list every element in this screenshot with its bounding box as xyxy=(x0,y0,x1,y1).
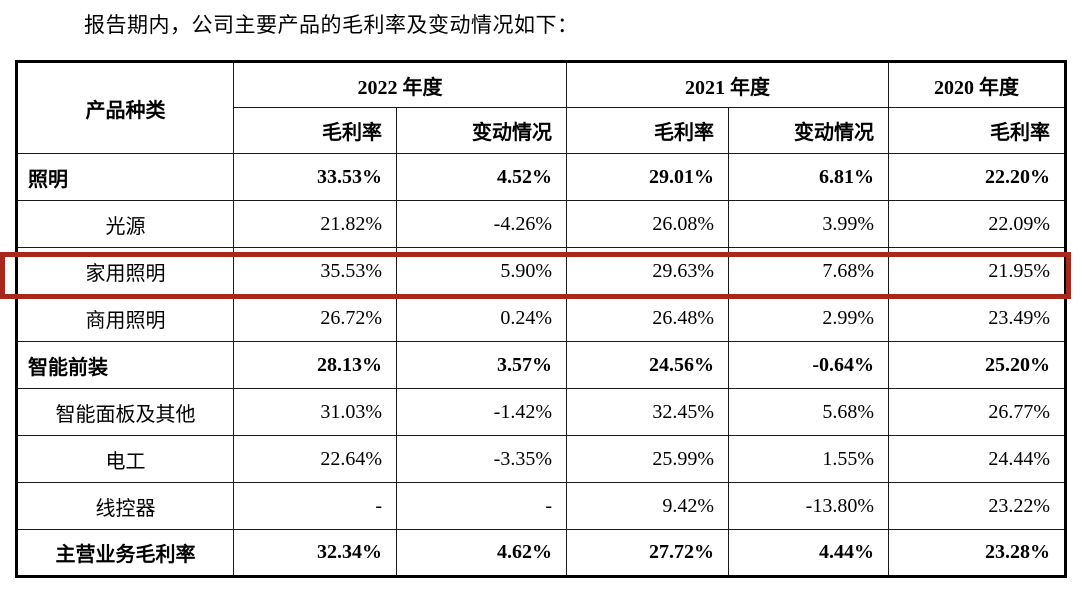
row-value: 24.56% xyxy=(566,341,729,389)
row-value: 21.95% xyxy=(888,247,1066,295)
row-value: -13.80% xyxy=(728,482,889,530)
row-label: 智能面板及其他 xyxy=(16,388,234,436)
row-value: 25.20% xyxy=(888,341,1066,389)
row-value: 28.13% xyxy=(233,341,397,389)
table-row: 主营业务毛利率 32.34% 4.62% 27.72% 4.44% 23.28% xyxy=(16,529,1066,577)
row-value: 32.45% xyxy=(566,388,729,436)
row-value: -0.64% xyxy=(728,341,889,389)
row-value: 35.53% xyxy=(233,247,397,295)
row-value: 27.72% xyxy=(566,529,729,577)
row-value: 5.90% xyxy=(396,247,567,295)
header-product-category: 产品种类 xyxy=(16,61,234,154)
row-value: 3.99% xyxy=(728,200,889,248)
row-value: 4.62% xyxy=(396,529,567,577)
row-label: 照明 xyxy=(16,153,234,201)
row-value: 22.09% xyxy=(888,200,1066,248)
row-value: 24.44% xyxy=(888,435,1066,483)
table-header: 产品种类 2022 年度 2021 年度 2020 年度 毛利率 变动情况 毛利… xyxy=(16,61,1066,154)
row-value: 23.49% xyxy=(888,294,1066,342)
row-value: 26.48% xyxy=(566,294,729,342)
row-label: 商用照明 xyxy=(16,294,234,342)
header-2020-gross-margin: 毛利率 xyxy=(888,107,1066,154)
row-value: 4.52% xyxy=(396,153,567,201)
row-value: 23.22% xyxy=(888,482,1066,530)
row-value: 5.68% xyxy=(728,388,889,436)
header-year-2022: 2022 年度 xyxy=(233,61,567,108)
row-label: 主营业务毛利率 xyxy=(16,529,234,577)
row-value: - xyxy=(233,482,397,530)
row-label: 光源 xyxy=(16,200,234,248)
header-2022-change: 变动情况 xyxy=(396,107,567,154)
row-label: 智能前装 xyxy=(16,341,234,389)
gross-margin-table: 产品种类 2022 年度 2021 年度 2020 年度 毛利率 变动情况 毛利… xyxy=(15,60,1067,578)
row-value: 1.55% xyxy=(728,435,889,483)
row-value: 22.64% xyxy=(233,435,397,483)
table-row: 照明 33.53% 4.52% 29.01% 6.81% 22.20% xyxy=(16,153,1066,201)
row-value: 22.20% xyxy=(888,153,1066,201)
row-value: -3.35% xyxy=(396,435,567,483)
row-value: 21.82% xyxy=(233,200,397,248)
table-row: 家用照明 35.53% 5.90% 29.63% 7.68% 21.95% xyxy=(16,247,1066,295)
header-2021-change: 变动情况 xyxy=(728,107,889,154)
row-label: 家用照明 xyxy=(16,247,234,295)
row-value: 0.24% xyxy=(396,294,567,342)
header-2021-gross-margin: 毛利率 xyxy=(566,107,729,154)
row-label: 电工 xyxy=(16,435,234,483)
row-value: 4.44% xyxy=(728,529,889,577)
row-value: -4.26% xyxy=(396,200,567,248)
table-row: 智能前装 28.13% 3.57% 24.56% -0.64% 25.20% xyxy=(16,341,1066,389)
table-row: 智能面板及其他 31.03% -1.42% 32.45% 5.68% 26.77% xyxy=(16,388,1066,436)
table-row: 线控器 - -9.42% -13.80% 23.22% xyxy=(16,482,1066,530)
row-value: 26.08% xyxy=(566,200,729,248)
row-value: - xyxy=(396,482,567,530)
row-value: 6.81% xyxy=(728,153,889,201)
row-value: 29.63% xyxy=(566,247,729,295)
row-value: 32.34% xyxy=(233,529,397,577)
row-value: 23.28% xyxy=(888,529,1066,577)
row-value: 29.01% xyxy=(566,153,729,201)
row-value: 7.68% xyxy=(728,247,889,295)
row-value: 9.42% xyxy=(566,482,729,530)
header-year-2020: 2020 年度 xyxy=(888,61,1066,108)
row-value: 31.03% xyxy=(233,388,397,436)
header-2022-gross-margin: 毛利率 xyxy=(233,107,397,154)
row-value: 25.99% xyxy=(566,435,729,483)
table-row: 光源 21.82% -4.26% 26.08% 3.99% 22.09% xyxy=(16,200,1066,248)
section-title: 报告期内，公司主要产品的毛利率及变动情况如下： xyxy=(84,13,579,37)
table-body: 照明 33.53% 4.52% 29.01% 6.81% 22.20% 光源 21.82% -4… xyxy=(16,153,1066,577)
row-value: -1.42% xyxy=(396,388,567,436)
row-value: 2.99% xyxy=(728,294,889,342)
header-year-2021: 2021 年度 xyxy=(566,61,889,108)
row-value: 26.77% xyxy=(888,388,1066,436)
row-value: 26.72% xyxy=(233,294,397,342)
row-value: 3.57% xyxy=(396,341,567,389)
table-row: 电工 22.64% -3.35% 25.99% 1.55% 24.44% xyxy=(16,435,1066,483)
row-value: 33.53% xyxy=(233,153,397,201)
table-row: 商用照明 26.72% 0.24% 26.48% 2.99% 23.49% xyxy=(16,294,1066,342)
row-label: 线控器 xyxy=(16,482,234,530)
